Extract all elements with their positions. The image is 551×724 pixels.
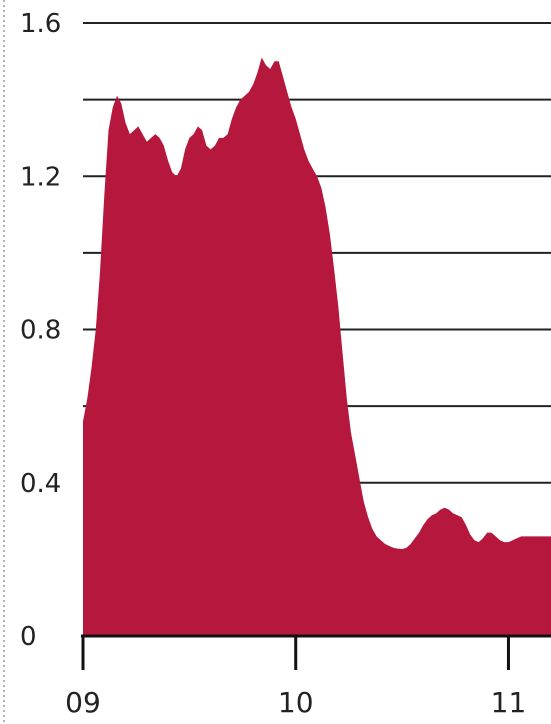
x-tick-label-10: 10: [278, 686, 314, 719]
y-tick-label-0-8: 0.8: [20, 316, 61, 346]
y-tick-label-1-2: 1.2: [20, 162, 61, 192]
y-tick-label-1-6: 1.6: [20, 9, 61, 39]
y-tick-labels: 0 0.4 0.8 1.2 1.6: [20, 9, 61, 652]
y-tick-label-0-4: 0.4: [20, 469, 61, 499]
x-tick-label-11: 11: [491, 686, 527, 719]
y-tick-label-0: 0: [20, 622, 37, 652]
x-ticks: 09 10 11: [65, 636, 526, 719]
area-series: [83, 57, 551, 636]
x-tick-label-09: 09: [65, 686, 101, 719]
